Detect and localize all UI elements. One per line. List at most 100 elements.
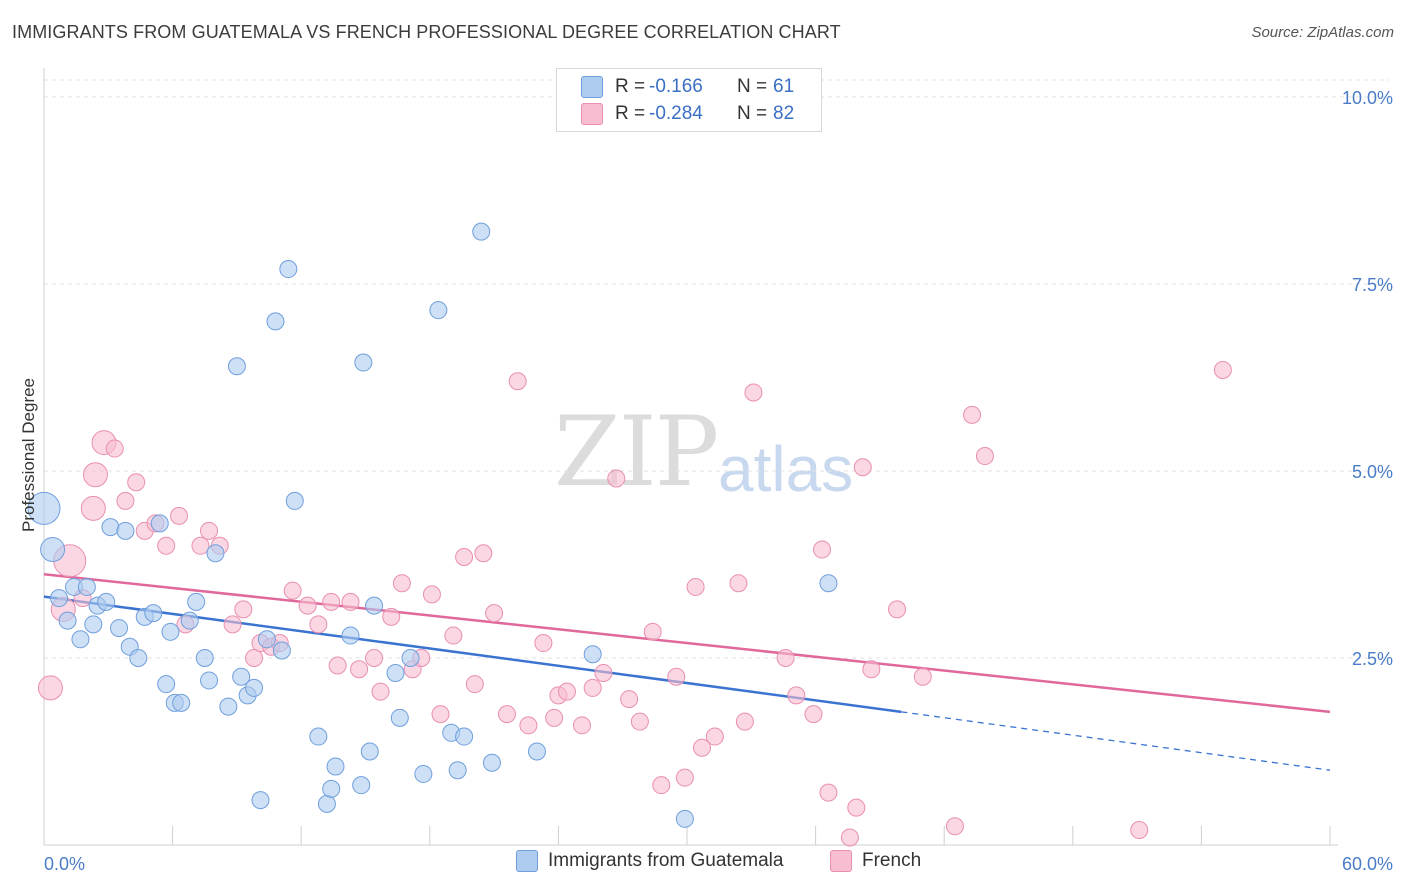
point-french (583, 678, 602, 697)
legend-row-french: R = -0.284 N = 82 (581, 101, 794, 127)
point-french (382, 607, 401, 626)
point-french (485, 604, 504, 623)
point-french (519, 716, 538, 735)
point-french (444, 626, 463, 645)
point-french (888, 600, 907, 619)
legend-r-value: -0.284 (649, 103, 703, 124)
trend-line-guatemala-extension (901, 711, 1331, 771)
point-french (643, 622, 662, 641)
point-french (675, 768, 694, 787)
point-guatemala (219, 697, 238, 716)
point-guatemala (352, 776, 371, 795)
point-guatemala (251, 791, 270, 810)
gridlines (44, 79, 1390, 659)
legend-r-value: -0.166 (649, 76, 703, 97)
point-french (365, 649, 384, 667)
axes (43, 68, 1338, 846)
point-guatemala (161, 622, 180, 641)
point-french (819, 783, 838, 802)
point-french (847, 798, 866, 817)
point-guatemala (455, 727, 474, 746)
point-french (945, 817, 964, 836)
point-french (200, 521, 219, 540)
legend-swatch-pink (581, 103, 603, 125)
point-french (804, 705, 823, 724)
y-axis-label: Professional Degree (19, 378, 38, 532)
point-guatemala (527, 742, 546, 761)
point-french (191, 536, 210, 555)
point-french (37, 675, 63, 701)
point-french (455, 548, 474, 567)
point-guatemala (245, 678, 264, 697)
point-french (776, 649, 795, 667)
point-french (105, 439, 124, 458)
point-french (744, 383, 763, 402)
point-guatemala (414, 764, 433, 783)
point-guatemala (448, 761, 467, 780)
legend-n-value: 61 (773, 76, 795, 97)
point-guatemala (50, 589, 69, 608)
point-french (545, 708, 564, 727)
point-guatemala (187, 592, 206, 611)
point-french (693, 738, 712, 757)
point-guatemala (97, 592, 116, 611)
series-swatch-pink (830, 850, 852, 872)
point-french (497, 705, 516, 724)
watermark-atlas: atlas (718, 433, 854, 505)
point-guatemala (144, 604, 163, 623)
point-guatemala (232, 667, 251, 686)
point-french (309, 615, 328, 634)
legend-n-label: N = (737, 103, 768, 124)
point-french (341, 592, 360, 611)
point-guatemala (583, 645, 602, 664)
point-french (392, 574, 411, 593)
point-guatemala (40, 537, 66, 563)
chart-title: IMMIGRANTS FROM GUATEMALA VS FRENCH PROF… (12, 22, 841, 42)
point-guatemala (84, 615, 103, 634)
point-french (170, 506, 189, 525)
point-guatemala (819, 574, 838, 593)
x-tick-label: 0.0% (44, 854, 85, 874)
point-french (853, 458, 872, 477)
point-french (82, 462, 108, 488)
legend-swatch-blue (581, 76, 603, 98)
point-guatemala (322, 779, 341, 798)
point-guatemala (482, 753, 501, 772)
point-guatemala (227, 357, 246, 376)
point-guatemala (101, 518, 120, 537)
point-french (245, 649, 264, 667)
point-french (963, 405, 982, 424)
point-french (465, 675, 484, 694)
y-tick-label: 5.0% (1352, 462, 1393, 482)
point-french (840, 828, 859, 847)
point-guatemala (110, 619, 129, 638)
point-french (862, 660, 881, 679)
point-french (431, 705, 450, 724)
point-guatemala (266, 312, 285, 331)
point-french (283, 581, 302, 600)
point-french (813, 540, 832, 559)
legend-row-guatemala: R = -0.166 N = 61 (581, 74, 794, 100)
point-guatemala (365, 596, 384, 615)
point-french (557, 682, 576, 701)
point-french (328, 656, 347, 675)
point-french (116, 491, 135, 510)
point-french (1130, 821, 1149, 840)
point-french (322, 592, 341, 611)
point-guatemala (326, 757, 345, 776)
point-guatemala (200, 671, 219, 690)
y-tick-label: 10.0% (1342, 88, 1393, 108)
y-tick-label: 2.5% (1352, 649, 1393, 669)
point-guatemala (279, 260, 298, 279)
point-guatemala (285, 491, 304, 510)
legend-n-value: 82 (773, 103, 795, 124)
point-french (667, 667, 686, 686)
data-points (27, 222, 1232, 847)
point-french (572, 716, 591, 735)
correlation-legend: R = -0.166 N = 61 R = -0.284 N = 82 (556, 68, 822, 132)
source-credit: Source: ZipAtlas.com (1251, 24, 1394, 41)
point-guatemala (317, 794, 336, 813)
legend-r-label: R = (615, 76, 646, 97)
legend-r-label: R = (615, 103, 646, 124)
